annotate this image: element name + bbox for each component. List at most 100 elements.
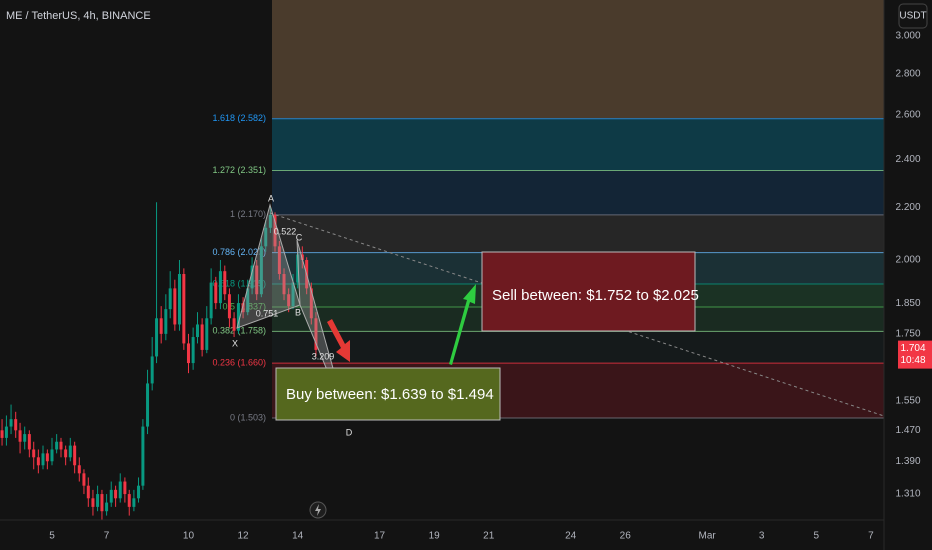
candle-body [18, 430, 22, 442]
candle-body [91, 498, 95, 507]
candle-body [309, 288, 313, 319]
fib-zone [272, 331, 884, 364]
candle-body [241, 303, 245, 313]
candle-body [118, 481, 122, 499]
candle-body [223, 271, 227, 295]
x-tick-label: 5 [49, 531, 55, 542]
pattern-point: A [268, 193, 274, 203]
fib-label: 1 (2.170) [230, 209, 266, 219]
fib-zone [272, 214, 884, 253]
x-tick-label: Mar [699, 531, 717, 542]
candle-body [200, 324, 204, 350]
candle-body [314, 318, 318, 350]
currency-button[interactable] [898, 3, 928, 29]
candle-body [296, 254, 300, 283]
fib-label: 1.618 (2.582) [212, 113, 266, 123]
candle-body [114, 489, 118, 499]
fib-label: 0.236 (1.660) [212, 357, 266, 367]
candle-body [236, 303, 240, 331]
x-tick-label: 17 [374, 531, 386, 542]
candle-body [282, 274, 286, 295]
candle-body [287, 294, 291, 307]
pattern-xab [236, 203, 301, 329]
candle-body [9, 419, 13, 427]
candle-body [41, 453, 45, 466]
candle-body [14, 419, 18, 431]
candle-body [186, 343, 190, 364]
candle-body [82, 473, 86, 486]
candle-body [250, 265, 254, 289]
candle-body [96, 494, 100, 507]
candle-body [109, 489, 113, 503]
x-tick-label: 19 [429, 531, 441, 542]
y-tick-label: 2.600 [895, 110, 920, 121]
y-tick-label: 1.470 [895, 425, 920, 436]
candle-body [259, 246, 263, 295]
down-arrow [327, 319, 350, 362]
candle-body [159, 318, 163, 334]
x-tick-label: 12 [238, 531, 250, 542]
pattern-point: B [295, 307, 301, 317]
candle-body [195, 324, 199, 338]
y-tick-label: 2.000 [895, 255, 920, 266]
candle-body [277, 246, 281, 275]
annotations: Sell between: $1.752 to $2.025 Buy betwe… [275, 251, 699, 421]
candle-body [32, 449, 36, 458]
candle-body [100, 494, 104, 512]
fib-label: 0.382 (1.758) [212, 326, 266, 336]
y-tick-label: 2.200 [895, 202, 920, 213]
candle-body [105, 502, 109, 512]
candle-body [64, 449, 68, 458]
candle-body [268, 214, 272, 228]
y-tick-label: 1.550 [895, 396, 920, 407]
candle-body [132, 498, 136, 507]
x-tick-label: 7 [868, 531, 874, 542]
candle-body [264, 227, 268, 247]
y-tick-label: 2.800 [895, 69, 920, 80]
y-tick-label: 1.310 [895, 489, 920, 500]
candle-body [218, 271, 222, 304]
candle-body [232, 318, 236, 331]
fib-label: 0 (1.503) [230, 412, 266, 422]
currency[interactable]: USDT [899, 11, 926, 22]
fib-label: 0.618 (1.915) [212, 278, 266, 288]
candle-body [4, 426, 8, 438]
x-tick-label: 7 [104, 531, 110, 542]
candles [0, 202, 318, 520]
candle-body [246, 288, 250, 313]
candle-body [291, 282, 295, 307]
candle-body [55, 441, 59, 450]
candle-body [273, 214, 277, 247]
pattern-ratio: 0.751 [256, 308, 279, 318]
candle-body [168, 288, 172, 310]
x-tick-label: 21 [483, 531, 495, 542]
pattern-point: X [232, 338, 238, 348]
sell-box [481, 251, 696, 332]
symbol-title: ME / TetherUS, 4h, BINANCE [6, 10, 151, 22]
price-tag [898, 340, 932, 369]
candle-body [127, 494, 131, 507]
candle-body [59, 441, 63, 450]
y-tick-label: 1.750 [895, 329, 920, 340]
pattern-point: C [296, 232, 303, 242]
candle-body [150, 356, 154, 384]
buy-note: Buy between: $1.639 to $1.494 [286, 386, 494, 403]
sell-note: Sell between: $1.752 to $2.025 [492, 287, 699, 304]
x-tick-label: 14 [292, 531, 304, 542]
candle-body [137, 485, 141, 499]
candle-body [0, 430, 4, 438]
candle-body [205, 318, 209, 350]
x-tick-label: 26 [620, 531, 632, 542]
candle-body [141, 426, 145, 486]
candle-body [182, 274, 186, 344]
candle-body [177, 274, 181, 325]
candle-body [73, 445, 77, 466]
y-tick-label: 1.390 [895, 456, 920, 467]
buy-box [275, 367, 501, 421]
candle-body [209, 282, 213, 319]
up-arrow [449, 284, 476, 365]
fib-label: 1.272 (2.351) [212, 165, 266, 175]
price-tag-value: 1.704 [900, 343, 925, 354]
fib-zones: 0 (1.503)0.236 (1.660)0.382 (1.758)0.5 (… [212, 0, 884, 422]
x-tick-label: 3 [759, 531, 765, 542]
